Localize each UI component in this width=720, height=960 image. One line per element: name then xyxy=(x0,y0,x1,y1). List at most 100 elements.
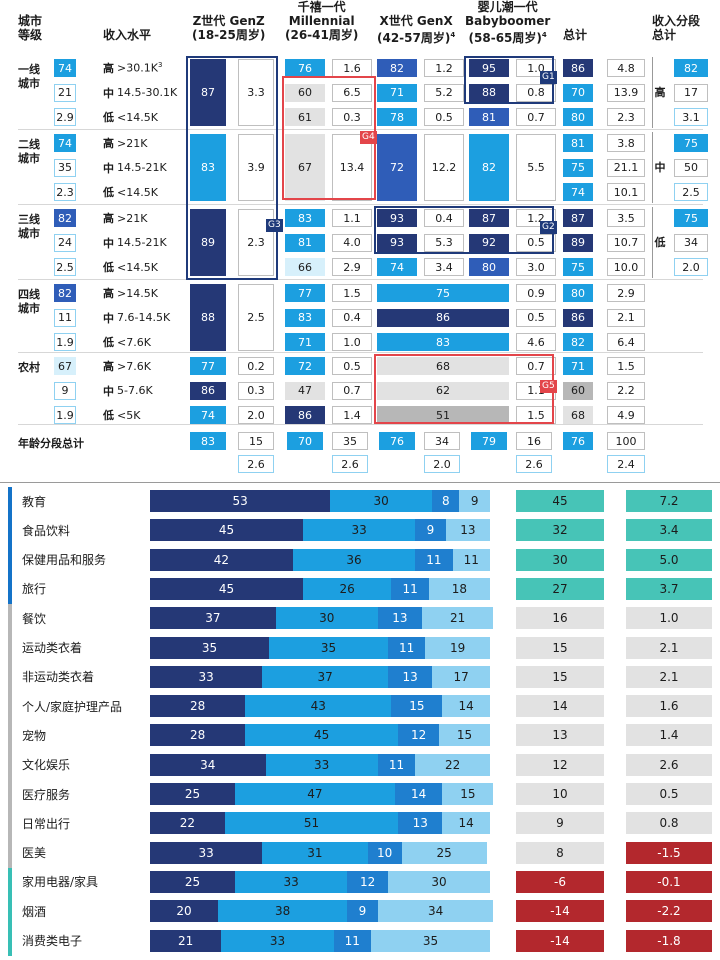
total-score-cell: 70 xyxy=(563,83,593,102)
category-value-a: 12 xyxy=(516,753,604,776)
genx-total-avg: 2.0 xyxy=(424,455,460,473)
total-score-cell: 86 xyxy=(563,308,593,327)
total-score-cell: 82 xyxy=(563,333,593,352)
group-frame-g2-tag: G2 xyxy=(540,221,557,234)
genz-score-cell: 89 xyxy=(190,209,226,277)
income-share-cell: 2.5 xyxy=(54,258,76,277)
bar-segment: 13 xyxy=(377,607,422,630)
level-char: 低 xyxy=(103,111,114,125)
millennial-share-cell: 0.5 xyxy=(332,357,372,375)
income-level-label: 低 <14.5K xyxy=(103,258,183,276)
category-value-a: 15 xyxy=(516,636,604,659)
level-char: 低 xyxy=(103,261,114,275)
category-value-b: -1.5 xyxy=(626,841,712,864)
category-value-b: 2.1 xyxy=(626,665,712,688)
category-value-a: -6 xyxy=(516,870,604,893)
boomer-share-cell: 0.7 xyxy=(516,357,556,375)
group-frame-g1-tag: G1 xyxy=(540,71,557,84)
category-value-b: 0.5 xyxy=(626,783,712,805)
bar-segment: 22 xyxy=(415,753,490,776)
bar-segment: 9 xyxy=(459,490,490,512)
boomer-share-cell: 0.5 xyxy=(516,308,556,327)
millennial-share-cell: 0.3 xyxy=(332,108,372,127)
bar-segment: 14 xyxy=(394,783,443,805)
income-share-cell: 11 xyxy=(54,308,76,327)
genz-score-cell: 83 xyxy=(190,134,226,202)
total-header: 总计 xyxy=(563,28,588,42)
tier-separator xyxy=(18,352,703,353)
total-score-cell: 60 xyxy=(563,381,593,400)
bar-segment: 25 xyxy=(150,783,235,805)
category-value-b: 7.2 xyxy=(626,490,712,512)
level-char: 中 xyxy=(103,311,114,325)
millennial-total-score: 70 xyxy=(287,432,323,450)
boomer-score-cell: 95 xyxy=(469,59,509,77)
category-value-b: 3.4 xyxy=(626,519,712,542)
total-share-cell: 10.7 xyxy=(607,233,645,252)
income-level-label: 中 14.5-30.1K xyxy=(103,84,183,102)
income-segment-level: 中 xyxy=(654,161,666,175)
bar-segment: 11 xyxy=(415,548,453,571)
level-char: 中 xyxy=(103,384,114,398)
bar-segment: 11 xyxy=(377,753,416,776)
bar-segment: 45 xyxy=(245,724,399,747)
total-score-cell: 86 xyxy=(563,59,593,77)
income-range: <7.6K xyxy=(117,335,151,349)
income-segment-total-cell: 2.5 xyxy=(674,183,708,202)
bar-segment: 12 xyxy=(347,870,388,893)
category-value-a: -14 xyxy=(516,900,604,923)
level-char: 高 xyxy=(103,287,114,300)
income-level-label: 高 >14.5K xyxy=(103,284,183,302)
category-label: 非运动类衣着 xyxy=(22,670,95,685)
income-share-cell: 9 xyxy=(54,381,76,400)
bar-segment: 42 xyxy=(150,548,293,571)
genz-total-avg: 2.6 xyxy=(238,455,274,473)
category-label: 消费类电子 xyxy=(22,934,83,948)
group-frame-g3-tag: G3 xyxy=(266,219,283,232)
income-range: <14.5K xyxy=(117,110,158,124)
category-value-b: 1.4 xyxy=(626,724,712,747)
bar-segment: 30 xyxy=(330,490,433,512)
category-label: 文化娱乐 xyxy=(22,758,71,773)
income-range: >14.5K xyxy=(117,286,158,300)
income-share-cell: 74 xyxy=(54,59,76,77)
boomer-share-cell: 0.9 xyxy=(516,284,556,302)
bar-segment: 11 xyxy=(388,636,426,659)
bar-segment: 51 xyxy=(224,812,399,835)
income-level-label: 高 >21K xyxy=(103,209,183,227)
bar-segment: 17 xyxy=(432,665,490,688)
boomer-score-cell: 82 xyxy=(469,134,509,202)
boomer-score-cell: 87 xyxy=(469,209,509,227)
bar-segment: 33 xyxy=(150,665,263,688)
boomer-score-cell: 80 xyxy=(469,258,509,277)
genz-total-score: 83 xyxy=(190,432,226,450)
bar-segment: 14 xyxy=(442,695,490,718)
income-range: 7.6-14.5K xyxy=(117,311,171,325)
total-score-cell: 75 xyxy=(563,258,593,277)
genx-share-cell: 0.4 xyxy=(424,209,464,227)
income-level-label: 中 14.5-21K xyxy=(103,234,183,252)
millennial-total-avg: 2.6 xyxy=(332,455,368,473)
level-char: 高 xyxy=(103,62,114,75)
bar-segment: 36 xyxy=(292,548,416,571)
genx-score-cell: 93 xyxy=(377,233,417,252)
bar-segment: 35 xyxy=(371,929,490,952)
category-label: 日常出行 xyxy=(22,816,71,831)
income-level-label: 低 <14.5K xyxy=(103,108,183,126)
millennial-score-cell: 47 xyxy=(285,381,325,400)
boomer-score-cell: 88 xyxy=(469,83,509,102)
genx-score-cell: 82 xyxy=(377,59,417,77)
total-total-score: 76 xyxy=(563,432,593,450)
boomer-score-cell: 81 xyxy=(469,108,509,127)
total-score-cell: 71 xyxy=(563,357,593,375)
bar-segment: 10 xyxy=(367,841,402,864)
total-share-cell: 2.2 xyxy=(607,381,645,400)
total-score-cell: 80 xyxy=(563,284,593,302)
category-value-a: 9 xyxy=(516,812,604,835)
income-range: 14.5-30.1K xyxy=(117,86,178,100)
category-value-b: 1.0 xyxy=(626,607,712,630)
bar-segment: 31 xyxy=(262,841,368,864)
bar-segment: 13 xyxy=(398,812,443,835)
bar-segment: 11 xyxy=(452,548,490,571)
millennial-score-cell: 81 xyxy=(285,233,325,252)
